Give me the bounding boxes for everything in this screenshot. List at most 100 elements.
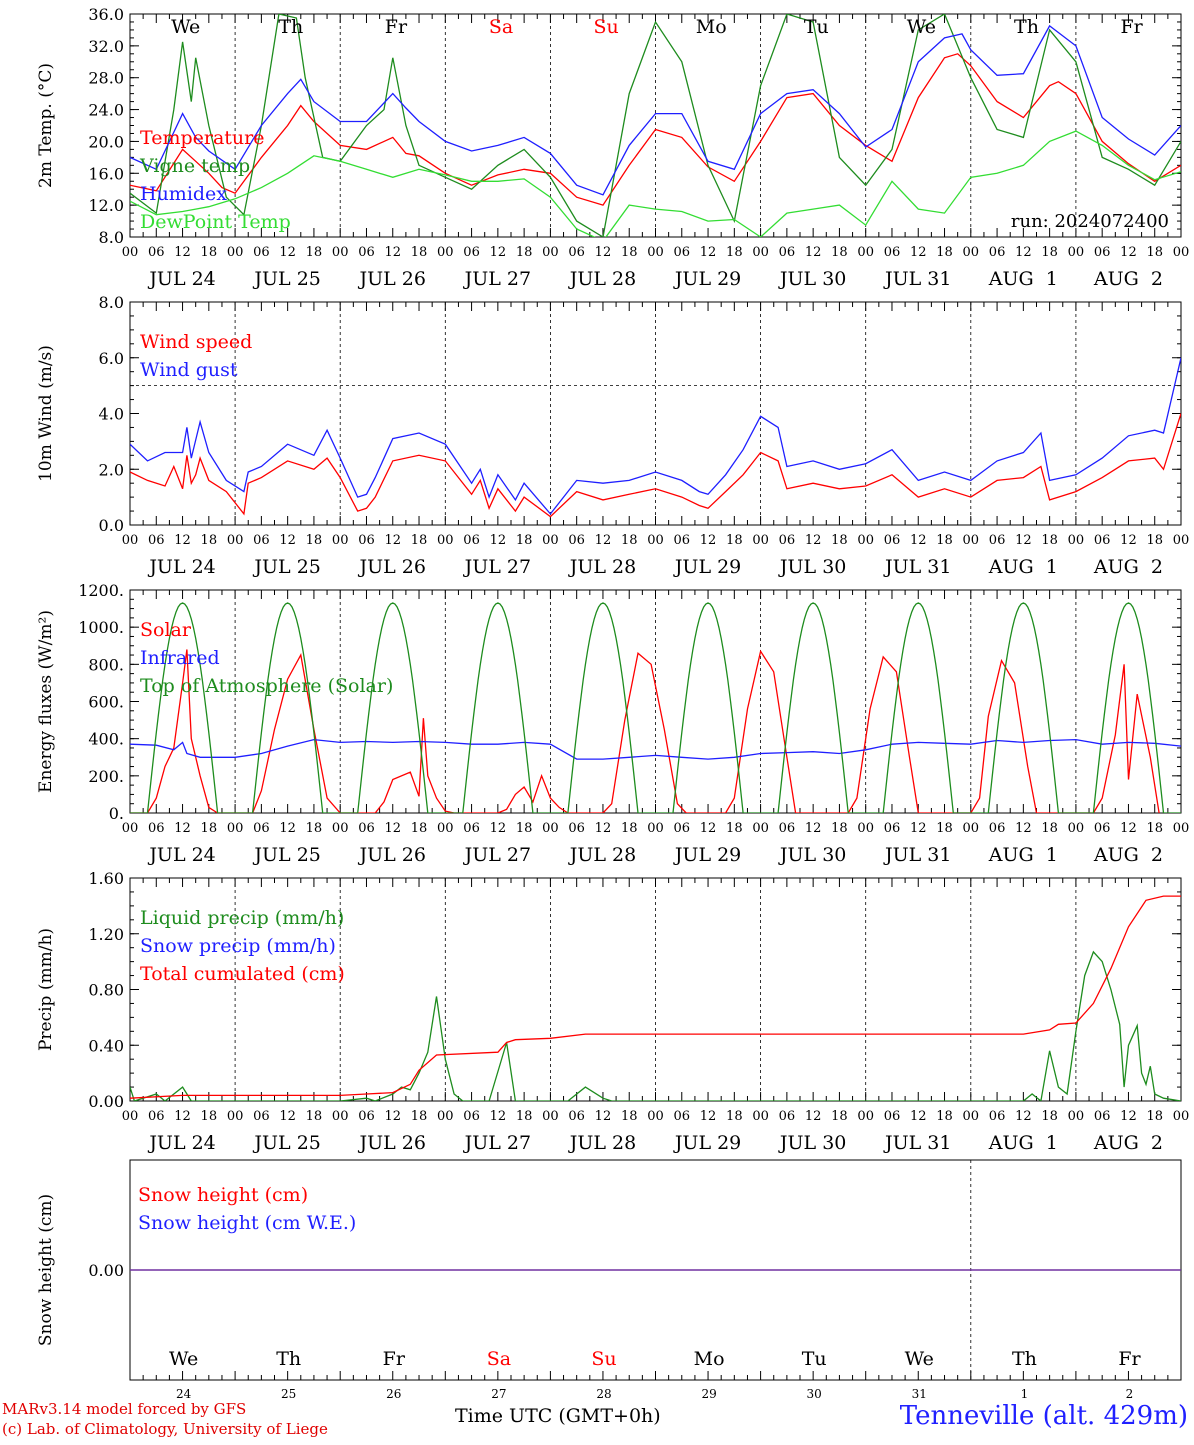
panel-frame <box>129 301 1182 526</box>
date-label: JUL 24 <box>147 268 215 290</box>
date-label: JUL 28 <box>568 1132 636 1154</box>
date-label: JUL 28 <box>568 844 636 866</box>
weekday-label: Su <box>593 16 618 38</box>
hour-tick-label: 18 <box>1041 1109 1058 1124</box>
weekday-label: Th <box>1012 1348 1037 1370</box>
date-label: JUL 25 <box>252 556 320 578</box>
hour-tick-label: 18 <box>831 533 848 548</box>
day-number-label: 25 <box>281 1387 296 1401</box>
hour-tick-label: 18 <box>936 1109 953 1124</box>
hour-tick-label: 06 <box>463 821 480 836</box>
hour-tick-label: 00 <box>437 1109 454 1124</box>
hour-tick-label: 18 <box>1146 245 1163 260</box>
y-axis-label: Energy fluxes (W/m²) <box>36 610 56 793</box>
hour-tick-label: 00 <box>437 533 454 548</box>
hour-tick-label: 12 <box>910 245 927 260</box>
hour-tick-label: 06 <box>989 821 1006 836</box>
hour-tick-label: 06 <box>989 533 1006 548</box>
hour-tick-label: 12 <box>1015 1109 1032 1124</box>
date-label: AUG 2 <box>1093 844 1163 866</box>
hour-tick-label: 18 <box>306 1109 323 1124</box>
hour-tick-label: 18 <box>726 1109 743 1124</box>
series-line-top-of-atmosphere-solar- <box>130 602 1181 813</box>
date-label: JUL 25 <box>252 268 320 290</box>
hour-tick-label: 12 <box>700 1109 717 1124</box>
hour-tick-label: 18 <box>201 821 218 836</box>
date-label: JUL 27 <box>463 556 531 578</box>
hour-tick-label: 06 <box>884 245 901 260</box>
legend-entry: Solar <box>140 619 192 641</box>
hour-tick-label: 06 <box>779 821 796 836</box>
y-tick-label: 36.0 <box>88 5 124 24</box>
date-label: JUL 26 <box>358 268 426 290</box>
hour-tick-label: 12 <box>490 821 507 836</box>
hour-tick-label: 18 <box>411 533 428 548</box>
date-label: JUL 25 <box>252 844 320 866</box>
hour-tick-label: 12 <box>490 245 507 260</box>
hour-tick-label: 06 <box>568 533 585 548</box>
date-label: JUL 31 <box>883 556 951 578</box>
weekday-label: Sa <box>489 16 513 38</box>
y-tick-label: 16.0 <box>88 164 124 183</box>
hour-tick-label: 18 <box>411 821 428 836</box>
date-label: JUL 30 <box>778 268 846 290</box>
hour-tick-label: 00 <box>227 821 244 836</box>
y-tick-label: 800. <box>88 655 124 674</box>
weekday-label: We <box>907 16 936 38</box>
y-tick-label: 32.0 <box>88 37 124 56</box>
hour-tick-label: 18 <box>201 533 218 548</box>
weekday-label: Su <box>591 1348 616 1370</box>
hour-tick-label: 06 <box>253 245 270 260</box>
hour-tick-label: 12 <box>595 245 612 260</box>
date-label: JUL 24 <box>147 1132 215 1154</box>
hour-tick-label: 06 <box>1094 533 1111 548</box>
hour-tick-label: 12 <box>490 533 507 548</box>
hour-tick-label: 18 <box>1041 533 1058 548</box>
hour-tick-label: 06 <box>358 821 375 836</box>
weekday-label: Tu <box>802 1348 827 1370</box>
weekday-label: Fr <box>385 16 408 38</box>
hour-tick-label: 12 <box>595 533 612 548</box>
date-label: JUL 31 <box>883 268 951 290</box>
hour-tick-label: 00 <box>857 1109 874 1124</box>
hour-tick-label: 06 <box>884 533 901 548</box>
hour-tick-label: 00 <box>963 245 980 260</box>
day-number-label: 24 <box>176 1387 192 1401</box>
hour-tick-label: 12 <box>384 1109 401 1124</box>
y-tick-label: 8.0 <box>99 293 124 312</box>
hour-tick-label: 00 <box>752 533 769 548</box>
weekday-label: We <box>171 16 200 38</box>
hour-tick-label: 12 <box>1015 245 1032 260</box>
date-label: JUL 24 <box>147 844 215 866</box>
y-axis-label: 10m Wind (m/s) <box>36 345 56 482</box>
date-label: JUL 29 <box>673 556 741 578</box>
hour-tick-label: 18 <box>621 245 638 260</box>
hour-tick-label: 18 <box>201 1109 218 1124</box>
date-label: JUL 31 <box>883 844 951 866</box>
hour-tick-label: 00 <box>857 821 874 836</box>
hour-tick-label: 18 <box>306 245 323 260</box>
hour-tick-label: 18 <box>1146 533 1163 548</box>
day-number-label: 30 <box>807 1387 822 1401</box>
hour-tick-label: 12 <box>279 533 296 548</box>
hour-tick-label: 06 <box>148 245 165 260</box>
hour-tick-label: 00 <box>1068 533 1085 548</box>
hour-tick-label: 00 <box>122 821 139 836</box>
hour-tick-label: 12 <box>910 821 927 836</box>
date-label: AUG 1 <box>988 1132 1058 1154</box>
y-tick-label: 24.0 <box>88 101 124 120</box>
weekday-label: Th <box>278 16 303 38</box>
hour-tick-label: 00 <box>332 821 349 836</box>
hour-tick-label: 18 <box>1146 1109 1163 1124</box>
date-label: JUL 28 <box>568 268 636 290</box>
weekday-label: We <box>169 1348 198 1370</box>
day-number-label: 29 <box>701 1387 716 1401</box>
hour-tick-label: 06 <box>674 245 691 260</box>
y-tick-label: 0.0 <box>99 516 124 535</box>
hour-tick-label: 00 <box>122 245 139 260</box>
date-label: AUG 1 <box>988 268 1058 290</box>
hour-tick-label: 18 <box>831 1109 848 1124</box>
hour-tick-label: 12 <box>1015 533 1032 548</box>
